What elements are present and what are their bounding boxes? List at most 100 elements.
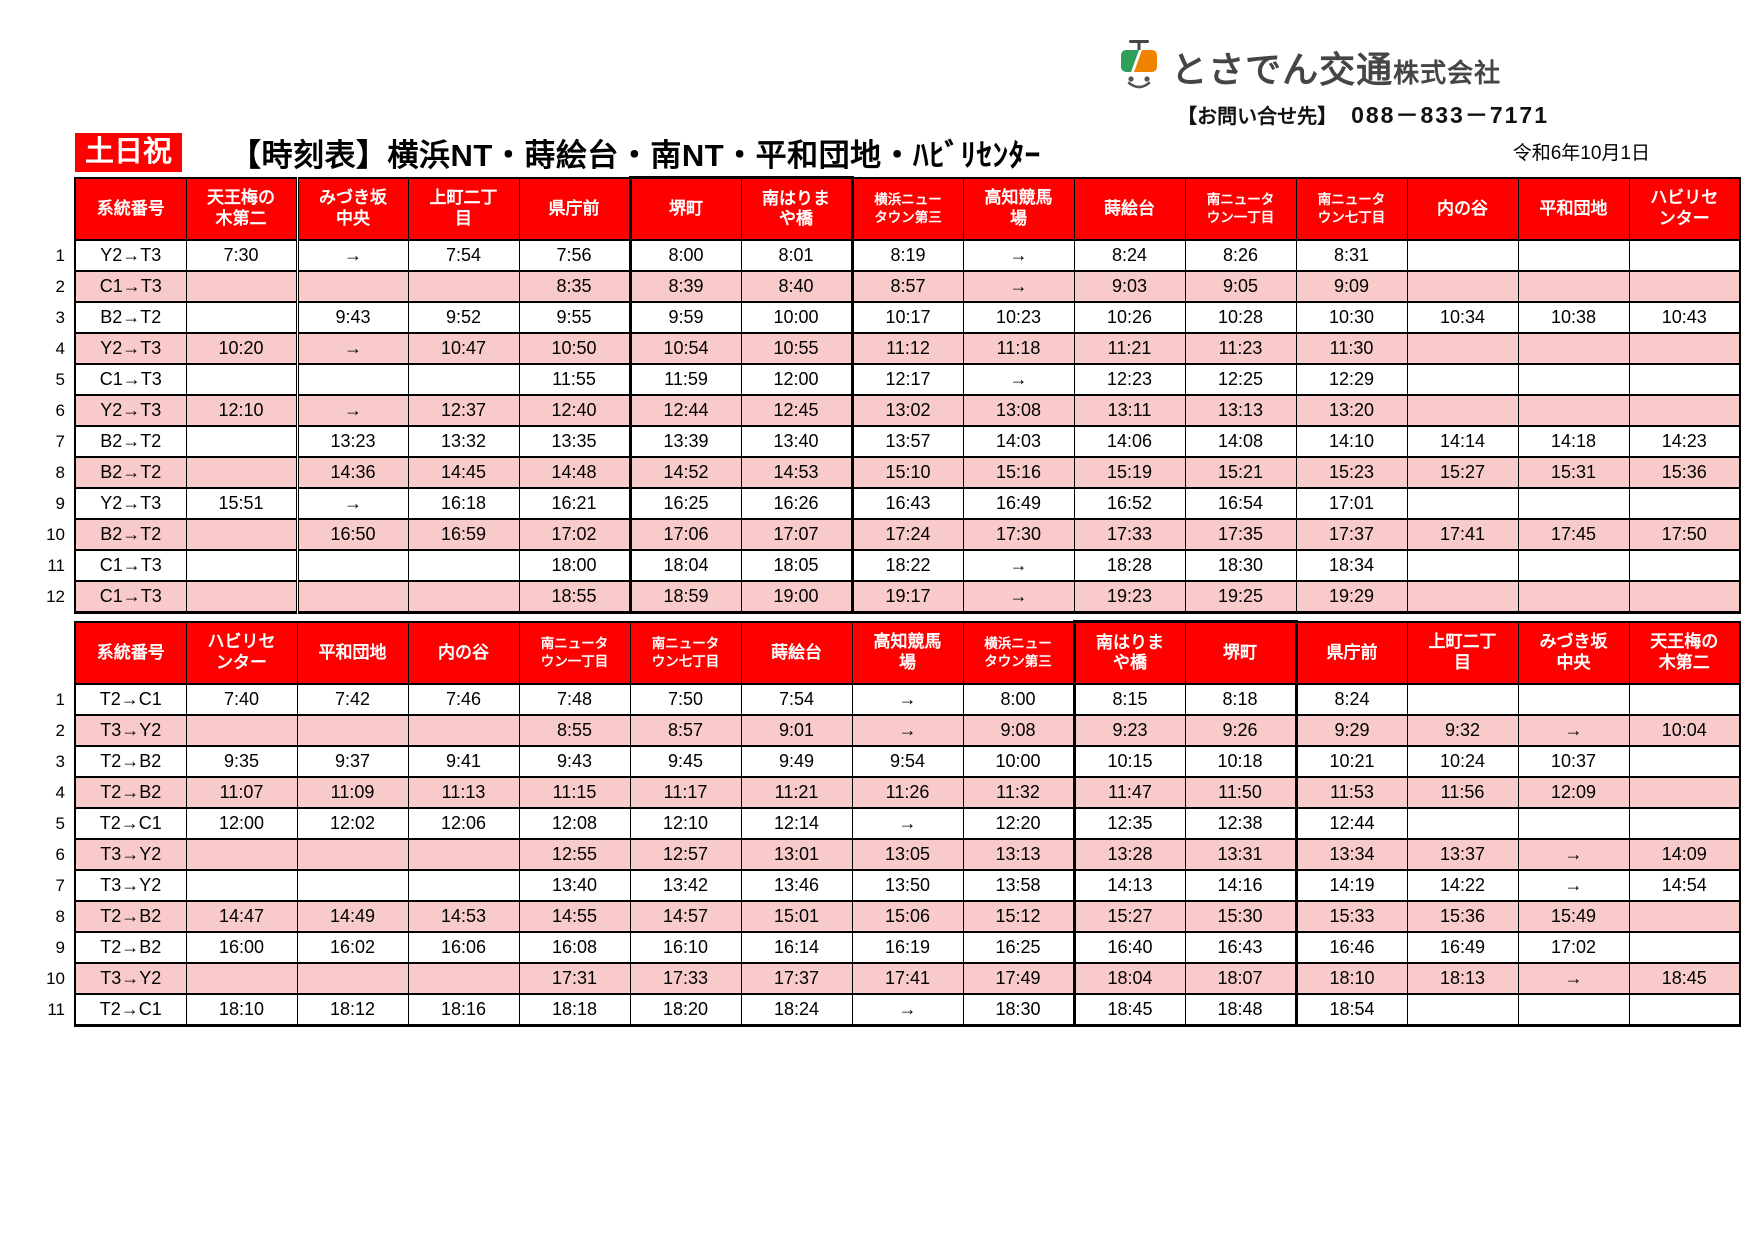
table-row: 11 T2→C1 18:10 18:12 18:16 18:18 18:20 18:24 → 18… [0,993,1741,1027]
time-cell: 11:56 [1406,776,1519,809]
empty-cell [407,838,520,871]
time-cell: 13:01 [740,838,853,871]
empty-cell [1517,683,1630,716]
route-code: T2→B2 [74,776,187,809]
time-cell: 15:36 [1406,900,1519,933]
time-cell: 8:55 [518,714,631,747]
header-row: 系統番号 天王梅の 木第二 みづき坂 中央 上町二丁 目県庁前 堺町 南はりま や橋 横浜ニ… [0,176,1741,241]
contact-label: 【お問い合せ先】 [1177,106,1338,128]
time-cell: 10:23 [962,301,1075,334]
time-cell: 11:17 [629,776,742,809]
col-header: 高知競馬 場 [851,620,964,685]
route-code: T3→Y2 [74,869,187,902]
time-cell: 9:03 [1073,270,1186,303]
time-cell: 10:26 [1073,301,1186,334]
time-cell: 12:20 [962,807,1075,840]
col-header: 南ニュータ ウン一丁目 [1184,176,1297,241]
time-cell: 11:59 [628,363,742,396]
time-cell: 17:37 [740,962,853,995]
time-cell: 12:25 [1184,363,1297,396]
time-cell: 7:42 [296,683,409,716]
time-cell: 17:50 [1628,518,1741,551]
time-cell: 10:20 [185,332,299,365]
pass-arrow: → [296,394,409,427]
pass-arrow: → [296,332,409,365]
row-number: 4 [55,782,65,802]
pass-arrow: → [296,239,409,272]
route-code: C1→T3 [74,270,187,303]
empty-cell [185,363,299,396]
time-cell: 13:40 [740,425,854,458]
time-cell: 16:52 [1073,487,1186,520]
time-cell: 15:06 [851,900,964,933]
empty-cell [1628,993,1741,1027]
empty-cell [1628,363,1741,396]
time-cell: 18:24 [740,993,853,1027]
time-cell: 16:43 [1184,931,1298,964]
page-title: 【時刻表】横浜NT・蒔絵台・南NT・平和団地・ﾊﾋﾞﾘｾﾝﾀｰ [230,138,1041,173]
time-cell: 15:36 [1628,456,1741,489]
time-cell: 16:10 [629,931,742,964]
time-cell: 18:07 [1184,962,1298,995]
gutter-cell [0,622,75,685]
table-row: 6 T3→Y2 12:55 12:57 13:01 13:05 13:13 13:28 13:3… [0,838,1741,871]
row-number: 8 [55,906,65,926]
empty-cell [296,580,409,614]
row-number: 7 [55,431,65,451]
effective-date: 令和6年10月1日 [1512,143,1650,164]
time-cell: 9:08 [962,714,1075,747]
col-header: 南ニュータ ウン七丁目 [629,620,742,685]
time-cell: 17:41 [1406,518,1519,551]
time-cell: 11:30 [1295,332,1408,365]
time-cell: 15:27 [1406,456,1519,489]
time-cell: 16:06 [407,931,520,964]
time-cell: 16:25 [962,931,1075,964]
header-row: 系統番号 ハビリセ ンター 平和団地 内の谷 南ニュータ ウン一丁目 南ニュータ ウン七丁… [0,620,1741,685]
time-cell: 9:29 [1295,714,1408,747]
route-code: T2→B2 [74,900,187,933]
empty-cell [1628,487,1741,520]
pass-arrow: → [851,683,964,716]
row-number: 4 [55,338,65,358]
time-cell: 9:49 [740,745,853,778]
time-cell: 14:14 [1406,425,1519,458]
time-cell: 19:29 [1295,580,1408,614]
time-cell: 8:00 [628,239,742,272]
time-cell: 10:50 [518,332,631,365]
empty-cell [185,549,299,582]
route-code: B2→T2 [74,456,187,489]
pass-arrow: → [1517,714,1630,747]
row-number: 11 [47,555,65,575]
pass-arrow: → [851,714,964,747]
col-header: 系統番号 [74,620,187,685]
time-cell: 10:55 [740,332,854,365]
table-row: 4 Y2→T3 10:20 → 10:47 10:50 10:54 10:55 11:12 11:… [0,332,1741,365]
empty-cell [185,301,299,334]
time-cell: 15:12 [962,900,1075,933]
time-cell: 9:41 [407,745,520,778]
time-cell: 11:53 [1295,776,1408,809]
time-cell: 10:24 [1406,745,1519,778]
company-suffix: 株式会社 [1393,58,1502,88]
time-cell: 8:39 [628,270,742,303]
pass-arrow: → [296,487,409,520]
time-cell: 7:30 [185,239,299,272]
route-code: C1→T3 [74,580,187,614]
time-cell: 14:36 [296,456,409,489]
time-cell: 13:20 [1295,394,1408,427]
empty-cell [1406,270,1519,303]
route-code: T2→C1 [74,807,187,840]
time-cell: 16:08 [518,931,631,964]
empty-cell [185,456,299,489]
table-row: 8 B2→T2 14:36 14:45 14:48 14:52 14:53 15:10 15:1… [0,456,1741,489]
empty-cell [296,962,409,995]
table-row: 12 C1→T3 18:55 18:59 19:00 19:17 → 19:23 19:25 19… [0,580,1741,614]
time-cell: 16:14 [740,931,853,964]
time-cell: 14:18 [1517,425,1630,458]
time-cell: 17:01 [1295,487,1408,520]
time-cell: 8:15 [1072,683,1186,716]
time-cell: 14:57 [629,900,742,933]
time-cell: 18:55 [518,580,631,614]
col-header: 県庁前 [1295,620,1408,685]
